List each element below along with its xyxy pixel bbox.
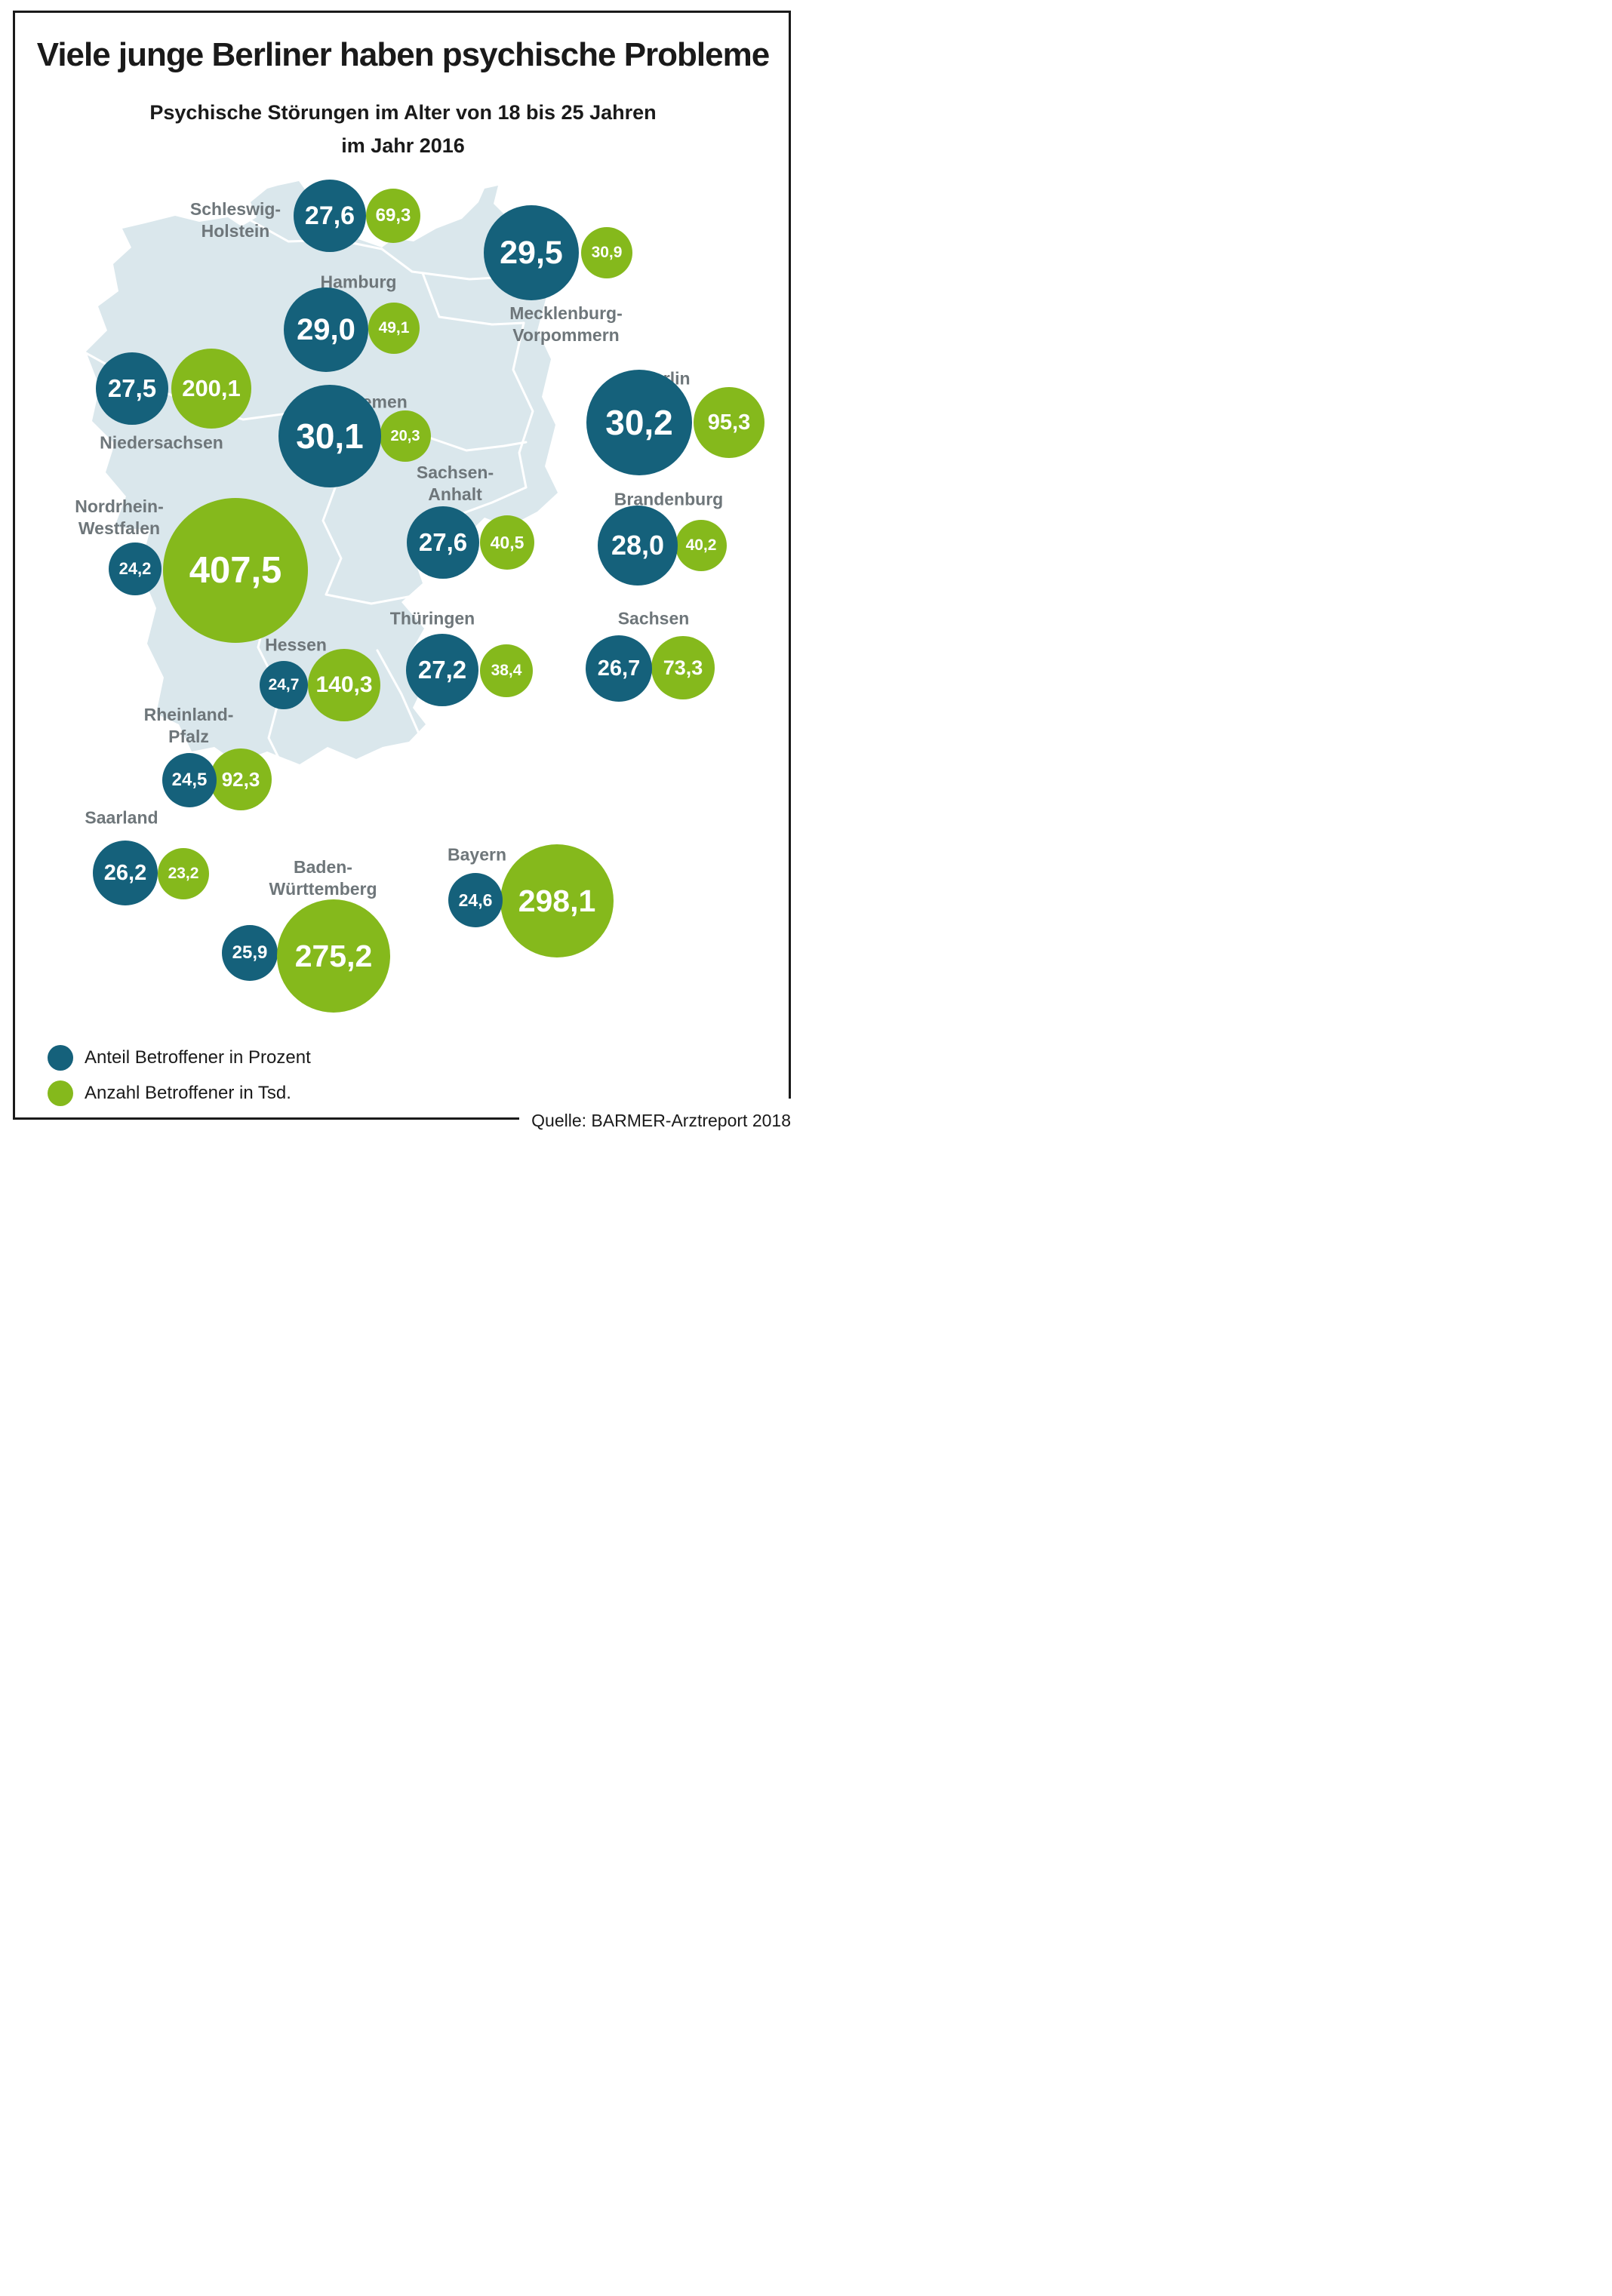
border-frame — [13, 11, 791, 1120]
baden-wuerttemberg-thousands-bubble: 275,2 — [277, 899, 390, 1013]
mecklenburg-vorpommern-thousands-bubble: 30,9 — [581, 227, 632, 278]
bremen-percent-bubble: 30,1 — [278, 385, 381, 487]
hessen-thousands-bubble: 140,3 — [308, 649, 380, 721]
state-label-rheinland-pfalz: Rheinland- Pfalz — [143, 705, 234, 746]
state-label-bayern: Bayern — [448, 844, 506, 865]
nordrhein-westfalen-thousands-bubble: 407,5 — [163, 498, 308, 643]
legend-label-thousands: Anzahl Betroffener in Tsd. — [85, 1083, 291, 1103]
legend-row-percent: Anteil Betroffener in Prozent — [48, 1045, 311, 1071]
sachsen-anhalt-percent-bubble: 27,6 — [407, 506, 479, 579]
legend: Anteil Betroffener in Prozent Anzahl Bet… — [48, 1045, 311, 1116]
bremen-thousands-bubble: 20,3 — [380, 410, 431, 462]
legend-row-thousands: Anzahl Betroffener in Tsd. — [48, 1080, 311, 1106]
schleswig-holstein-thousands-bubble: 69,3 — [366, 189, 420, 243]
saarland-thousands-bubble: 23,2 — [158, 848, 209, 899]
sachsen-percent-bubble: 26,7 — [586, 635, 652, 702]
mecklenburg-vorpommern-percent-bubble: 29,5 — [484, 205, 579, 300]
brandenburg-percent-bubble: 28,0 — [598, 506, 678, 586]
berlin-thousands-bubble: 95,3 — [694, 387, 764, 458]
niedersachsen-thousands-bubble: 200,1 — [171, 349, 251, 429]
baden-wuerttemberg-percent-bubble: 25,9 — [222, 925, 278, 981]
sachsen-thousands-bubble: 73,3 — [651, 636, 715, 699]
rheinland-pfalz-thousands-bubble: 92,3 — [210, 748, 272, 810]
state-label-sachsen: Sachsen — [617, 608, 690, 629]
hamburg-thousands-bubble: 49,1 — [368, 303, 420, 354]
saarland-percent-bubble: 26,2 — [93, 841, 158, 905]
page-title: Viele junge Berliner haben psychische Pr… — [36, 36, 770, 73]
state-label-sachsen-anhalt: Sachsen- Anhalt — [416, 463, 494, 504]
state-label-schleswig-holstein: Schleswig- Holstein — [189, 199, 281, 241]
hamburg-percent-bubble: 29,0 — [284, 287, 368, 372]
state-label-nordrhein-westfalen: Nordrhein- Westfalen — [75, 496, 164, 538]
state-label-mecklenburg-vorpommern: Mecklenburg- Vorpommern — [509, 303, 623, 345]
thueringen-percent-bubble: 27,2 — [406, 634, 478, 706]
state-label-baden-wuerttemberg: Baden- Württemberg — [269, 857, 377, 899]
rheinland-pfalz-percent-bubble: 24,5 — [162, 753, 217, 807]
bayern-percent-bubble: 24,6 — [448, 873, 503, 927]
niedersachsen-percent-bubble: 27,5 — [96, 352, 168, 425]
state-label-thueringen: Thüringen — [389, 608, 475, 629]
sachsen-anhalt-thousands-bubble: 40,5 — [480, 515, 534, 570]
state-label-niedersachsen: Niedersachsen — [100, 432, 223, 453]
hessen-percent-bubble: 24,7 — [260, 661, 308, 709]
berlin-percent-bubble: 30,2 — [586, 370, 692, 475]
percent-swatch-icon — [48, 1045, 73, 1071]
bayern-thousands-bubble: 298,1 — [500, 844, 614, 957]
subtitle-line-1: Psychische Störungen im Alter von 18 bis… — [149, 101, 657, 124]
legend-label-percent: Anteil Betroffener in Prozent — [85, 1047, 311, 1068]
subtitle-line-2: im Jahr 2016 — [341, 134, 465, 157]
schleswig-holstein-percent-bubble: 27,6 — [294, 180, 366, 252]
source-credit: Quelle: BARMER-Arztreport 2018 — [528, 1111, 794, 1131]
thueringen-thousands-bubble: 38,4 — [480, 644, 533, 697]
brandenburg-thousands-bubble: 40,2 — [675, 520, 727, 571]
infographic-canvas: Viele junge Berliner haben psychische Pr… — [0, 0, 806, 1148]
state-label-hessen: Hessen — [265, 635, 327, 655]
thousands-swatch-icon — [48, 1080, 73, 1106]
nordrhein-westfalen-percent-bubble: 24,2 — [109, 542, 162, 595]
state-label-saarland: Saarland — [85, 807, 158, 828]
